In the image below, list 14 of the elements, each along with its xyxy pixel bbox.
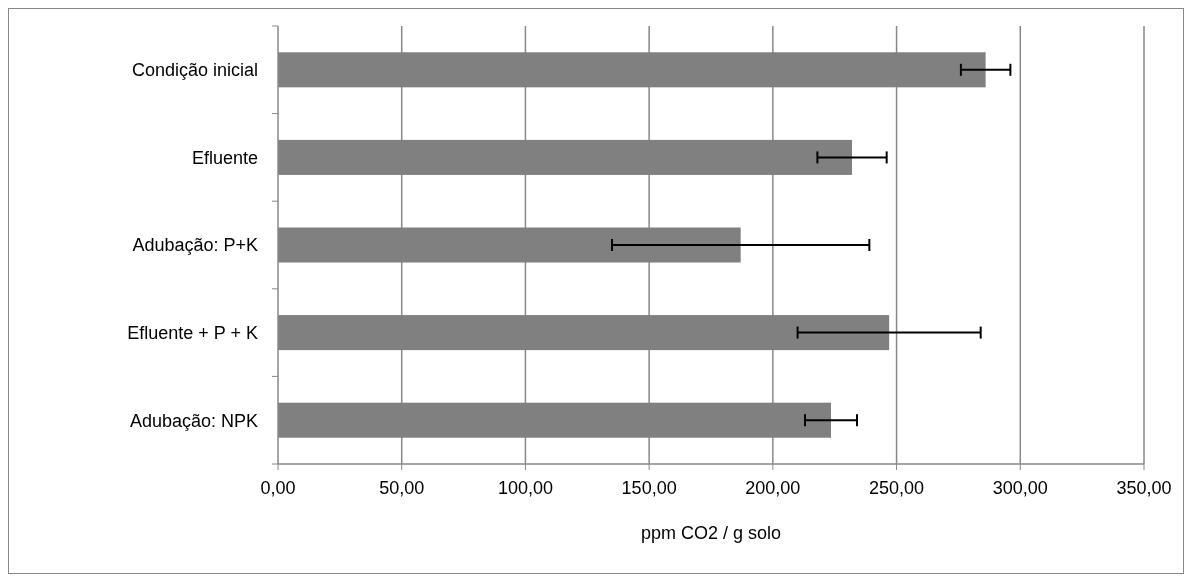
x-tick-label: 350,00: [1116, 478, 1172, 498]
y-tick-label: Adubação: NPK: [129, 410, 258, 431]
x-tick-label: 300,00: [992, 478, 1048, 498]
x-axis-title: ppm CO2 / g solo: [640, 523, 782, 543]
x-tick-label: 0,00: [260, 478, 296, 498]
y-tick-label: Adubação: P+K: [132, 235, 258, 256]
y-tick-label: Efluente + P + K: [127, 322, 258, 343]
y-tick-label: Condição inicial: [131, 60, 258, 81]
x-tick-label: 50,00: [379, 478, 425, 498]
x-tick-label: 150,00: [621, 478, 677, 498]
x-tick-label: 200,00: [745, 478, 801, 498]
y-tick-label: Efluente: [191, 147, 258, 168]
x-tick-label: 250,00: [869, 478, 925, 498]
x-tick-label: 100,00: [497, 478, 553, 498]
